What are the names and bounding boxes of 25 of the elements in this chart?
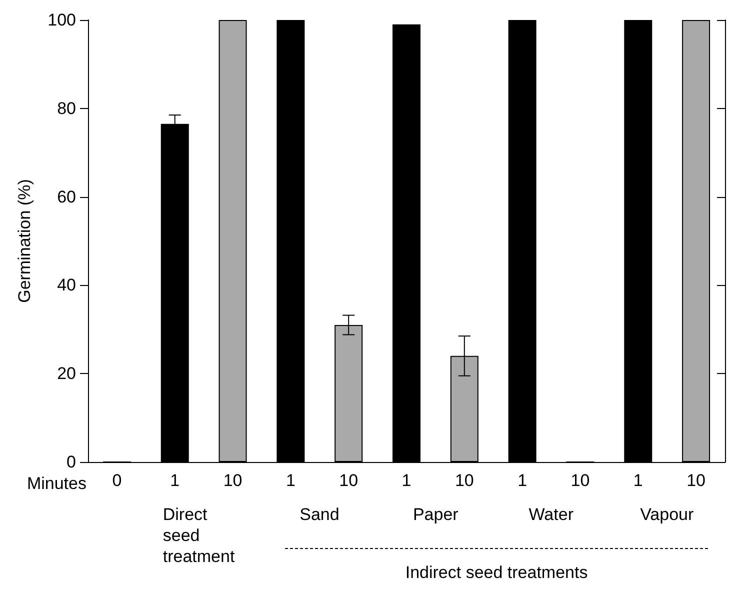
y-tick-label: 0 <box>66 452 76 472</box>
y-tick-label: 80 <box>57 98 76 118</box>
y-tick-label: 100 <box>48 10 76 30</box>
text: Vapour <box>640 504 694 525</box>
text: Minutes <box>26 473 86 494</box>
y-tick-label: 20 <box>57 364 76 384</box>
x-tick-label: 1 <box>633 471 643 490</box>
x-tick-label: 1 <box>286 471 296 490</box>
text: Sand <box>300 504 340 525</box>
x-tick-label: 10 <box>570 471 590 490</box>
x-tick-label: 10 <box>686 471 706 490</box>
x-tick-label: 1 <box>402 471 412 490</box>
text: Direct seed treatment <box>162 504 235 567</box>
x-tick-label: 0 <box>112 471 122 490</box>
x-tick-label: 1 <box>170 471 180 490</box>
x-tick-label: 1 <box>518 471 528 490</box>
text: Water <box>528 504 574 525</box>
x-tick-label: 10 <box>339 471 358 490</box>
y-axis-title: Germination (%) <box>15 179 34 303</box>
text: Indirect seed treatments <box>405 562 588 583</box>
x-tick-label: 10 <box>223 471 242 490</box>
x-tick-label: 10 <box>454 471 474 490</box>
y-tick-label: 40 <box>57 276 76 295</box>
text: Paper <box>412 504 458 525</box>
y-tick-label: 60 <box>57 187 76 206</box>
